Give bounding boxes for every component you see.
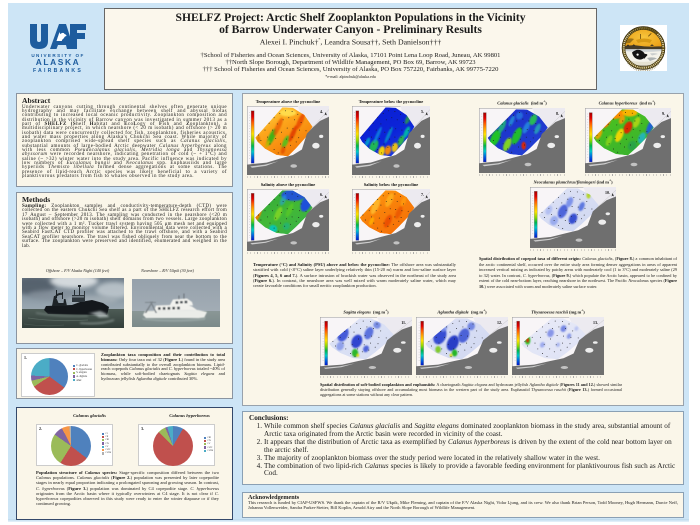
svg-text:4.: 4. — [320, 109, 323, 114]
svg-text:8.: 8. — [556, 111, 559, 116]
svg-text:FAIRBANKS: FAIRBANKS — [33, 68, 83, 74]
svg-text:12.: 12. — [497, 320, 502, 325]
svg-text:ALASKA: ALASKA — [36, 57, 81, 67]
svg-text:13.: 13. — [593, 320, 598, 325]
svg-text:7.: 7. — [421, 192, 424, 197]
svg-text:5.: 5. — [421, 109, 424, 114]
svg-text:10.: 10. — [605, 190, 610, 195]
svg-text:11.: 11. — [401, 320, 406, 325]
svg-text:9.: 9. — [662, 111, 665, 116]
svg-text:6.: 6. — [320, 192, 323, 197]
svg-text:UNIVERSITY OF: UNIVERSITY OF — [31, 53, 84, 58]
